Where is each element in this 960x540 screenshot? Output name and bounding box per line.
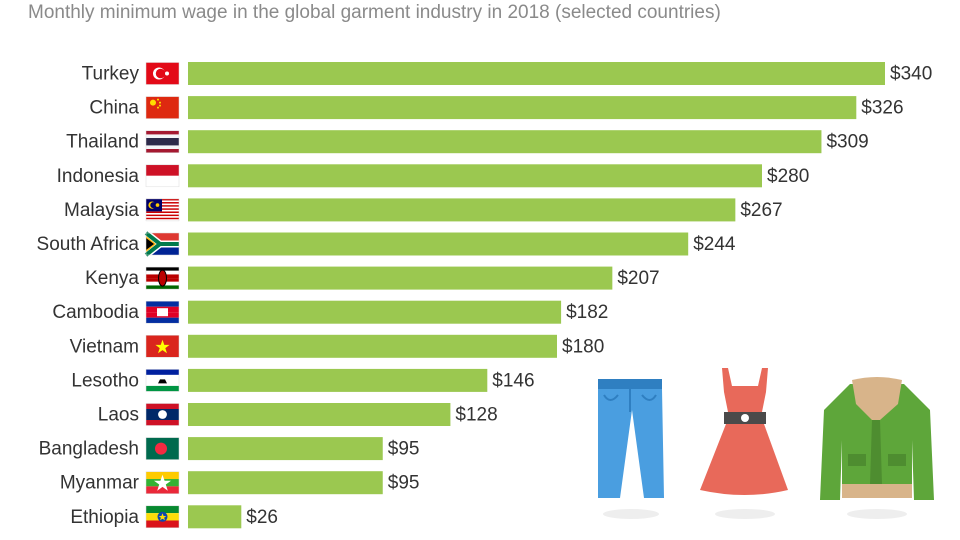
value-label: $128 [455, 405, 497, 426]
chart-title: Monthly minimum wage in the global garme… [28, 2, 721, 23]
value-label: $309 [826, 132, 868, 153]
category-label: China [89, 98, 139, 119]
bar-row: Indonesia $280 [57, 164, 809, 188]
value-label: $326 [861, 98, 903, 119]
bar [188, 266, 613, 290]
value-label: $244 [693, 234, 736, 255]
bar-row: Thailand $309 [66, 130, 869, 154]
bangladesh-flag [145, 437, 180, 460]
bar-row: Laos $128 [98, 403, 498, 426]
bar [188, 368, 488, 392]
bar [188, 334, 557, 358]
bar-row: Turkey $340 [82, 62, 932, 85]
category-label: Kenya [85, 268, 139, 289]
category-label: Thailand [66, 132, 139, 153]
bar [188, 130, 822, 154]
category-label: Bangladesh [39, 439, 139, 460]
value-label: $340 [890, 64, 932, 85]
jeans-icon [598, 379, 664, 498]
value-label: $182 [566, 302, 608, 323]
category-label: Turkey [82, 64, 140, 85]
value-label: $26 [246, 507, 278, 528]
bar-row: Vietnam $180 [70, 334, 604, 358]
category-label: Vietnam [70, 336, 139, 357]
category-label: Indonesia [57, 166, 140, 187]
malaysia-flag [145, 198, 180, 222]
ethiopia-flag [145, 505, 180, 529]
turkey-flag [145, 62, 180, 85]
bar [188, 471, 383, 495]
kenya-flag [145, 266, 180, 290]
category-label: Lesotho [71, 370, 139, 391]
value-label: $180 [562, 336, 604, 357]
category-label: Cambodia [52, 302, 139, 323]
value-label: $146 [492, 370, 534, 391]
bar [188, 62, 885, 85]
bar-row: Bangladesh $95 [39, 437, 420, 461]
bar [188, 505, 242, 529]
lesotho-flag [145, 369, 180, 392]
bar-row: Cambodia $182 [52, 300, 608, 324]
bar-row: Ethiopia $26 [70, 505, 278, 529]
vietnam-flag [145, 335, 180, 358]
category-label: Laos [98, 405, 139, 426]
value-label: $280 [767, 166, 809, 187]
bar [188, 437, 383, 461]
category-label: South Africa [37, 234, 140, 255]
bar [188, 232, 689, 256]
bar-row: Lesotho $146 [71, 368, 535, 392]
category-label: Myanmar [60, 473, 140, 494]
indonesia-flag [145, 164, 180, 188]
bar [188, 198, 736, 222]
cambodia-flag [145, 300, 180, 324]
bar [188, 164, 762, 188]
category-label: Ethiopia [70, 507, 139, 528]
value-label: $267 [740, 200, 782, 221]
bar-row: Myanmar $95 [60, 471, 420, 495]
bar [188, 300, 562, 324]
dress-icon [700, 368, 788, 495]
category-label: Malaysia [64, 200, 139, 221]
bar [188, 403, 451, 426]
bar-row: China $326 [89, 96, 904, 120]
value-label: $207 [617, 268, 659, 289]
bar [188, 96, 857, 120]
myanmar-flag [145, 471, 180, 494]
laos-flag [145, 403, 180, 426]
bar-row: Malaysia $267 [64, 198, 783, 222]
china-flag [145, 96, 180, 119]
bar-row: South Africa $244 [37, 225, 736, 263]
south-africa-flag [142, 225, 180, 263]
bar-row: Kenya $207 [85, 266, 660, 290]
value-label: $95 [388, 473, 420, 494]
value-label: $95 [388, 439, 420, 460]
thailand-flag [145, 130, 180, 153]
jacket-icon [820, 377, 934, 500]
